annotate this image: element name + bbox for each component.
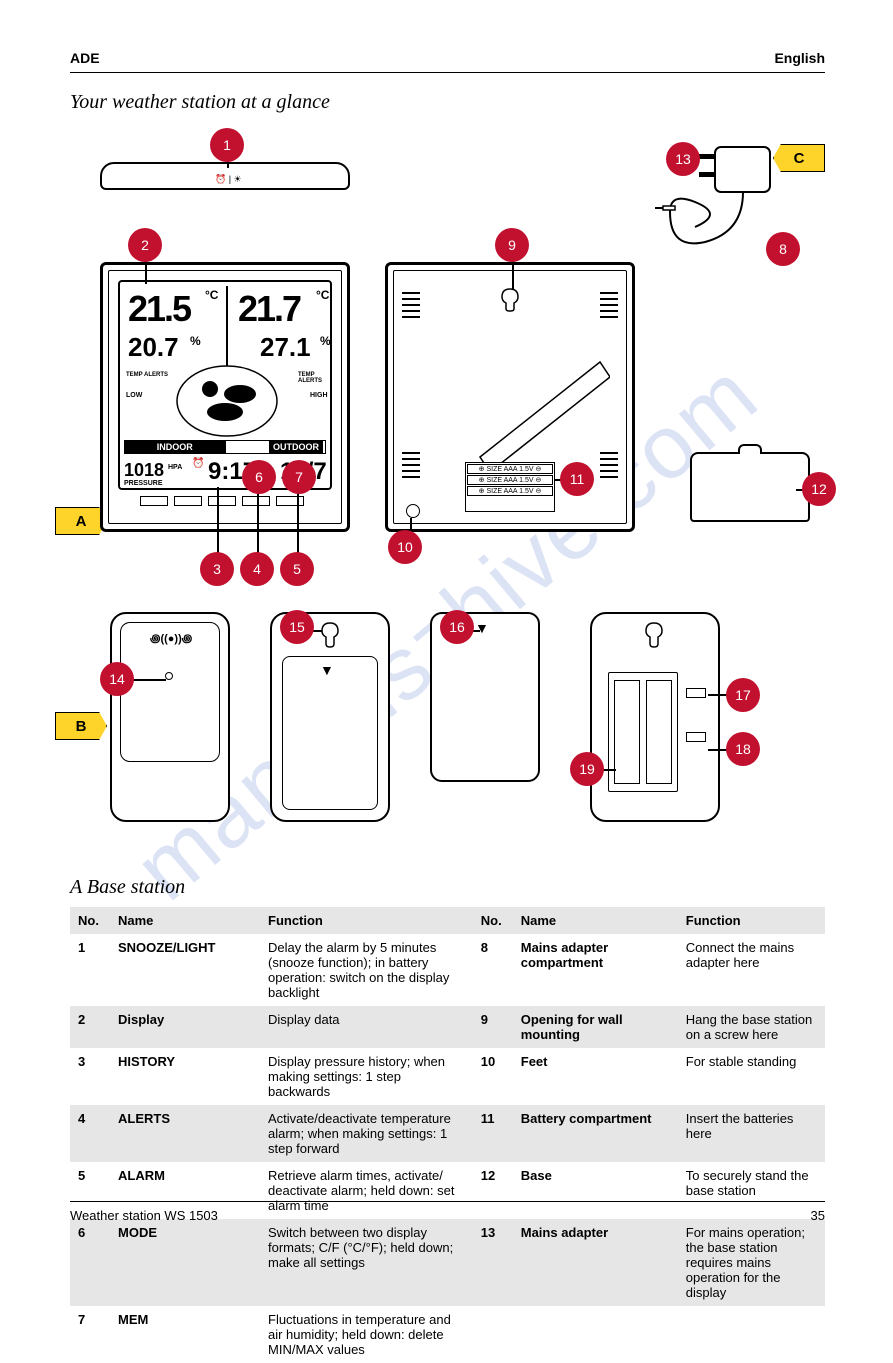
parts-table: No. Name Function No. Name Function 1SNO… [70, 907, 825, 1363]
callout-14: 14 [100, 662, 134, 696]
front-button [208, 496, 236, 506]
callout-16: 16 [440, 610, 474, 644]
callout-15: 15 [280, 610, 314, 644]
section-title: Your weather station at a glance [70, 91, 825, 114]
page-footer: Weather station WS 1503 35 [70, 1201, 825, 1223]
led-icon [165, 672, 173, 680]
table-row: 2DisplayDisplay data9Opening for wall mo… [70, 1006, 825, 1048]
outdoor-temp-unit: °C [316, 288, 329, 302]
indoor-temp: 21.5 [128, 288, 190, 330]
callout-2: 2 [128, 228, 162, 262]
col-no: No. [473, 907, 513, 934]
sensor-switch [686, 732, 706, 742]
label-b: B [55, 712, 107, 740]
battery-compartment: ⊕ SIZE AAA 1.5V ⊖ ⊕ SIZE AAA 1.5V ⊖ ⊕ SI… [465, 462, 555, 512]
callout-11: 11 [560, 462, 594, 496]
callout-9: 9 [495, 228, 529, 262]
col-name: Name [110, 907, 260, 934]
page-content: ADE English Your weather station at a gl… [70, 50, 825, 1363]
table-row: 4ALERTSActivate/deactivate temperature a… [70, 1105, 825, 1162]
alarm-icon: ⏰ [192, 458, 204, 469]
callout-19: 19 [570, 752, 604, 786]
callout-1: 1 [210, 128, 244, 162]
pressure-label: PRESSURE [124, 480, 163, 487]
callout-7: 7 [282, 460, 316, 494]
sensor-wall-mount-icon [316, 620, 344, 650]
brand: ADE [70, 50, 100, 66]
callout-3: 3 [200, 552, 234, 586]
footer-left: Weather station WS 1503 [70, 1208, 218, 1223]
outdoor-humidity: 27.1 [260, 332, 311, 363]
sensor-switch [686, 688, 706, 698]
col-fn: Function [260, 907, 473, 934]
table-row: 7MEMFluctuations in temperature and air … [70, 1306, 825, 1363]
signal-icon: ꩜((●))꩜ [150, 630, 192, 646]
forecast-icon [175, 364, 279, 438]
callout-10: 10 [388, 530, 422, 564]
front-button [242, 496, 270, 506]
callout-18: 18 [726, 732, 760, 766]
callout-17: 17 [726, 678, 760, 712]
arrow-down-icon: ▼ [475, 620, 489, 636]
page-header: ADE English [70, 50, 825, 73]
outdoor-temp: 21.7 [238, 288, 300, 330]
indoor-temp-unit: °C [205, 288, 218, 302]
snooze-light-symbol: ⏰ | ☀ [215, 174, 242, 185]
callout-12: 12 [802, 472, 836, 506]
front-button [140, 496, 168, 506]
base-stand [690, 452, 810, 522]
arrow-down-icon: ▼ [320, 662, 334, 678]
footer-right: 35 [811, 1208, 825, 1223]
parts-title: A Base station [70, 876, 825, 899]
front-button [276, 496, 304, 506]
callout-8: 8 [766, 232, 800, 266]
col-no: No. [70, 907, 110, 934]
outdoor-label: OUTDOOR [269, 441, 323, 454]
col-fn: Function [678, 907, 825, 934]
callout-6: 6 [242, 460, 276, 494]
front-button [174, 496, 202, 506]
callout-4: 4 [240, 552, 274, 586]
col-name: Name [513, 907, 678, 934]
callout-5: 5 [280, 552, 314, 586]
callout-13: 13 [666, 142, 700, 176]
pressure-value: 1018 [124, 460, 164, 481]
indoor-label: INDOOR [125, 441, 225, 453]
wall-mount-hole-icon [498, 287, 522, 313]
foot-icon [406, 504, 420, 518]
lcd-display: 21.5 °C 20.7 % 21.7 °C 27.1 % TEMP ALERT… [118, 280, 332, 490]
overview-diagram: ⏰ | ☀ 1 C 13 8 A 21.5 °C 20.7 % 21.7 °C [70, 132, 825, 862]
table-row: 1SNOOZE/LIGHTDelay the alarm by 5 minute… [70, 934, 825, 1006]
table-row: 3HISTORYDisplay pressure history; when m… [70, 1048, 825, 1105]
indoor-humidity: 20.7 [128, 332, 179, 363]
page-language: English [774, 50, 825, 66]
